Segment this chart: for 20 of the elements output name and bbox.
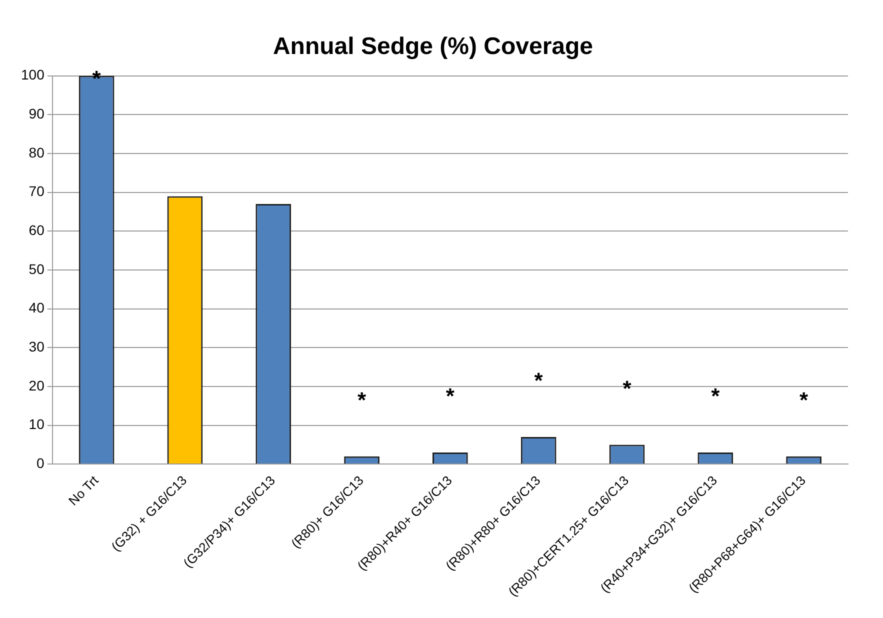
y-tick-label: 20 [28,377,45,394]
annotation: * [534,368,544,394]
x-tick-label: No Trt [66,472,102,508]
y-tick-label: 50 [28,260,45,277]
annotation: * [357,387,366,412]
chart-title: Annual Sedge (%) Coverage [272,33,594,60]
y-tick-label: 100 [21,66,45,83]
annotation: * [92,66,102,91]
y-tick-label: 90 [28,105,45,122]
y-tick-label: 0 [36,455,45,472]
y-tick-label: 60 [28,222,45,238]
y-tick-label: 10 [28,416,45,432]
annotation: * [446,384,455,409]
annotation: * [622,376,632,401]
annotation: * [711,384,720,409]
annotation: * [800,387,809,412]
y-tick-label: 80 [28,144,45,160]
y-tick-label: 70 [28,183,45,200]
y-tick-label: 40 [28,300,45,316]
y-tick-label: 30 [28,338,45,355]
